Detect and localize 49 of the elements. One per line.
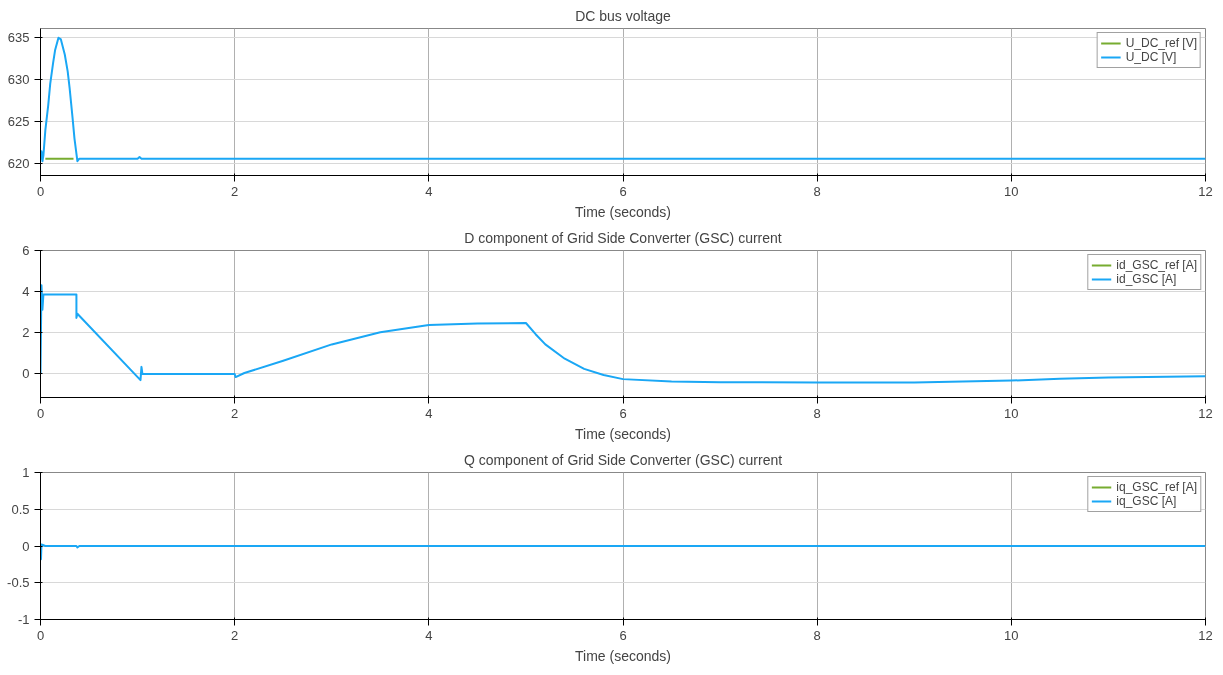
- x-tick-label: 10: [1004, 627, 1019, 643]
- line-series: [40, 36, 1206, 163]
- x-tick-label: 4: [425, 627, 433, 643]
- legend-label: U_DC [V]: [1125, 50, 1177, 64]
- y-tick-label: 4: [22, 283, 30, 299]
- y-tick-label: 630: [7, 72, 30, 88]
- x-tick-label: 0: [36, 627, 45, 643]
- x-axis-title: Time (seconds): [575, 425, 671, 442]
- legend-label: id_GSC [A]: [1116, 272, 1177, 286]
- y-tick-label: 625: [7, 114, 30, 130]
- y-tick-label: -0.5: [7, 575, 30, 591]
- y-tick-label: 0: [22, 538, 30, 554]
- y-tick-label: 620: [7, 156, 30, 172]
- x-tick-label: 12: [1198, 627, 1213, 643]
- y-tick-label: 2: [22, 324, 30, 340]
- legend-label: iq_GSC_ref [A]: [1116, 480, 1197, 494]
- x-axis-title: Time (seconds): [575, 203, 671, 220]
- legend-label: id_GSC_ref [A]: [1116, 258, 1197, 272]
- line-series: [40, 284, 1206, 384]
- x-tick-label: 10: [1004, 405, 1019, 421]
- x-tick-label: 2: [231, 183, 239, 199]
- x-axis-title: Time (seconds): [575, 647, 671, 664]
- chart-title: D component of Grid Side Converter (GSC) current: [464, 229, 782, 246]
- legend-label: U_DC_ref [V]: [1125, 36, 1197, 50]
- line-series: [40, 543, 1206, 561]
- y-tick-label: -1: [17, 612, 30, 627]
- legend-label: iq_GSC [A]: [1116, 494, 1177, 508]
- x-tick-label: 8: [813, 405, 821, 421]
- x-tick-label: 4: [425, 183, 433, 199]
- x-tick-label: 12: [1198, 183, 1213, 199]
- y-tick-label: 0: [22, 365, 30, 381]
- chart-title: Q component of Grid Side Converter (GSC) current: [463, 451, 783, 468]
- chart-title: DC bus voltage: [575, 7, 672, 24]
- x-tick-label: 8: [813, 183, 821, 199]
- y-tick-label: 1: [22, 465, 30, 480]
- x-tick-label: 2: [231, 405, 239, 421]
- y-tick-label: 0.5: [11, 501, 30, 517]
- x-tick-label: 12: [1198, 405, 1213, 421]
- y-tick-label: 635: [7, 30, 30, 46]
- x-tick-label: 0: [36, 405, 45, 421]
- x-tick-label: 6: [619, 183, 627, 199]
- x-tick-label: 0: [36, 183, 45, 199]
- x-tick-label: 4: [425, 405, 433, 421]
- x-tick-label: 10: [1004, 183, 1019, 199]
- x-tick-label: 6: [619, 627, 627, 643]
- y-tick-label: 6: [22, 243, 30, 258]
- x-tick-label: 8: [813, 627, 821, 643]
- x-tick-label: 2: [231, 627, 239, 643]
- x-tick-label: 6: [619, 405, 627, 421]
